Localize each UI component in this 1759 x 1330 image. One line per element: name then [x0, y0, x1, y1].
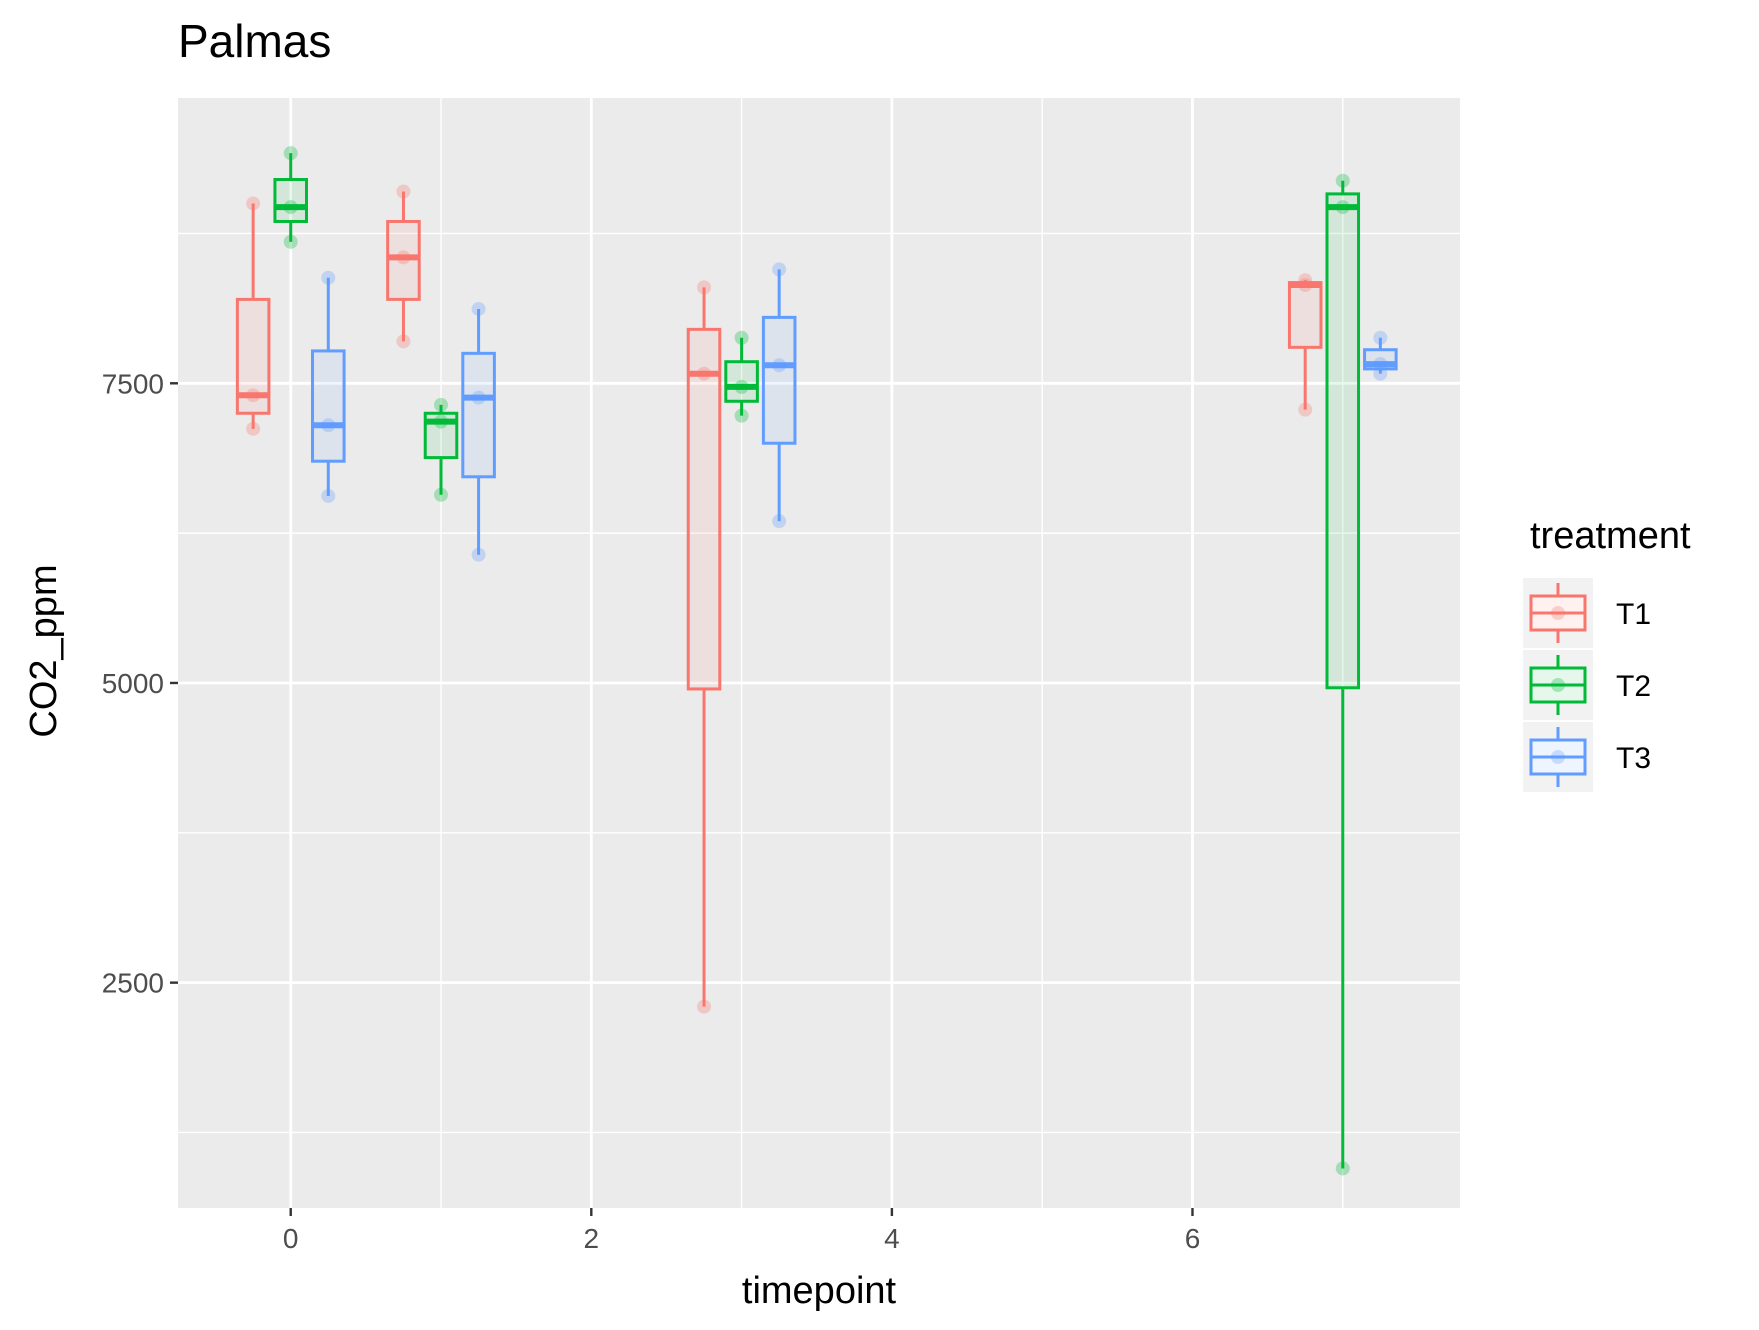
- data-point: [396, 184, 411, 199]
- data-point: [1335, 1161, 1350, 1176]
- data-point: [283, 146, 298, 161]
- chart-title: Palmas: [178, 15, 332, 67]
- data-point: [246, 421, 261, 436]
- data-point: [471, 390, 486, 405]
- data-point: [772, 358, 787, 373]
- box-iqr: [761, 315, 797, 445]
- data-point: [1335, 173, 1350, 188]
- box-T3: [761, 262, 797, 529]
- data-point: [697, 999, 712, 1014]
- legend-label-T2: T2: [1616, 670, 1651, 703]
- box-T1: [235, 196, 271, 436]
- y-tick-label: 2500: [102, 968, 164, 999]
- data-point: [1298, 277, 1313, 292]
- boxes-layer: [235, 146, 1398, 1176]
- legend-point: [1551, 606, 1565, 620]
- box-T2: [1325, 173, 1361, 1176]
- data-point: [772, 514, 787, 529]
- box-T2: [724, 330, 759, 423]
- data-point: [1373, 366, 1388, 381]
- data-point: [283, 200, 298, 215]
- data-point: [1298, 273, 1313, 288]
- box-T1: [386, 184, 421, 349]
- legend-label-T1: T1: [1616, 598, 1651, 631]
- box-iqr: [1287, 281, 1323, 349]
- box-iqr: [724, 360, 759, 403]
- data-point: [246, 196, 261, 211]
- axis-ticks: 0 2 4 6 2500 5000 7500: [102, 368, 1201, 1254]
- data-point: [434, 487, 449, 502]
- legend-key-T3: [1523, 722, 1593, 792]
- data-point: [1373, 330, 1388, 345]
- data-point: [321, 418, 336, 433]
- data-point: [697, 366, 712, 381]
- box-iqr: [311, 349, 346, 463]
- grid-minor: [178, 98, 1460, 1208]
- y-tick-label: 5000: [102, 668, 164, 699]
- legend-key-T2: [1523, 650, 1593, 720]
- y-tick-label: 7500: [102, 368, 164, 399]
- box-T3: [1363, 330, 1398, 381]
- x-tick-label: 2: [584, 1223, 600, 1254]
- data-point: [434, 414, 449, 429]
- box-T3: [461, 301, 496, 562]
- plot-panel: [178, 98, 1460, 1208]
- x-axis-title: timepoint: [742, 1270, 897, 1312]
- legend-point: [1551, 678, 1565, 692]
- box-iqr: [461, 351, 496, 479]
- data-point: [283, 234, 298, 249]
- legend-title: treatment: [1530, 515, 1691, 557]
- data-point: [772, 262, 787, 277]
- data-point: [471, 301, 486, 316]
- data-point: [734, 408, 749, 423]
- data-point: [246, 388, 261, 403]
- data-point: [471, 547, 486, 562]
- box-T3: [311, 270, 346, 503]
- data-point: [1335, 200, 1350, 215]
- data-point: [321, 270, 336, 285]
- box-iqr: [1325, 192, 1361, 690]
- box-T2: [423, 397, 459, 502]
- data-point: [434, 397, 449, 412]
- legend-key-T1: [1523, 578, 1593, 648]
- data-point: [321, 488, 336, 503]
- x-tick-label: 0: [283, 1223, 299, 1254]
- data-point: [734, 379, 749, 394]
- data-point: [1298, 402, 1313, 417]
- data-point: [396, 250, 411, 265]
- box-iqr: [686, 327, 722, 691]
- legend-label-T3: T3: [1616, 742, 1651, 775]
- y-axis-title: CO2_ppm: [23, 564, 65, 737]
- box-T1: [686, 280, 722, 1014]
- data-point: [396, 334, 411, 349]
- box-T1: [1287, 273, 1323, 417]
- data-point: [1373, 357, 1388, 372]
- data-point: [697, 280, 712, 295]
- legend-point: [1551, 750, 1565, 764]
- data-point: [734, 330, 749, 345]
- grid-major: [178, 98, 1460, 1208]
- box-T2: [273, 146, 309, 249]
- box-iqr: [273, 178, 309, 223]
- x-tick-label: 6: [1185, 1223, 1201, 1254]
- x-tick-label: 4: [884, 1223, 900, 1254]
- legend: treatment T1 T2 T3: [1523, 515, 1691, 792]
